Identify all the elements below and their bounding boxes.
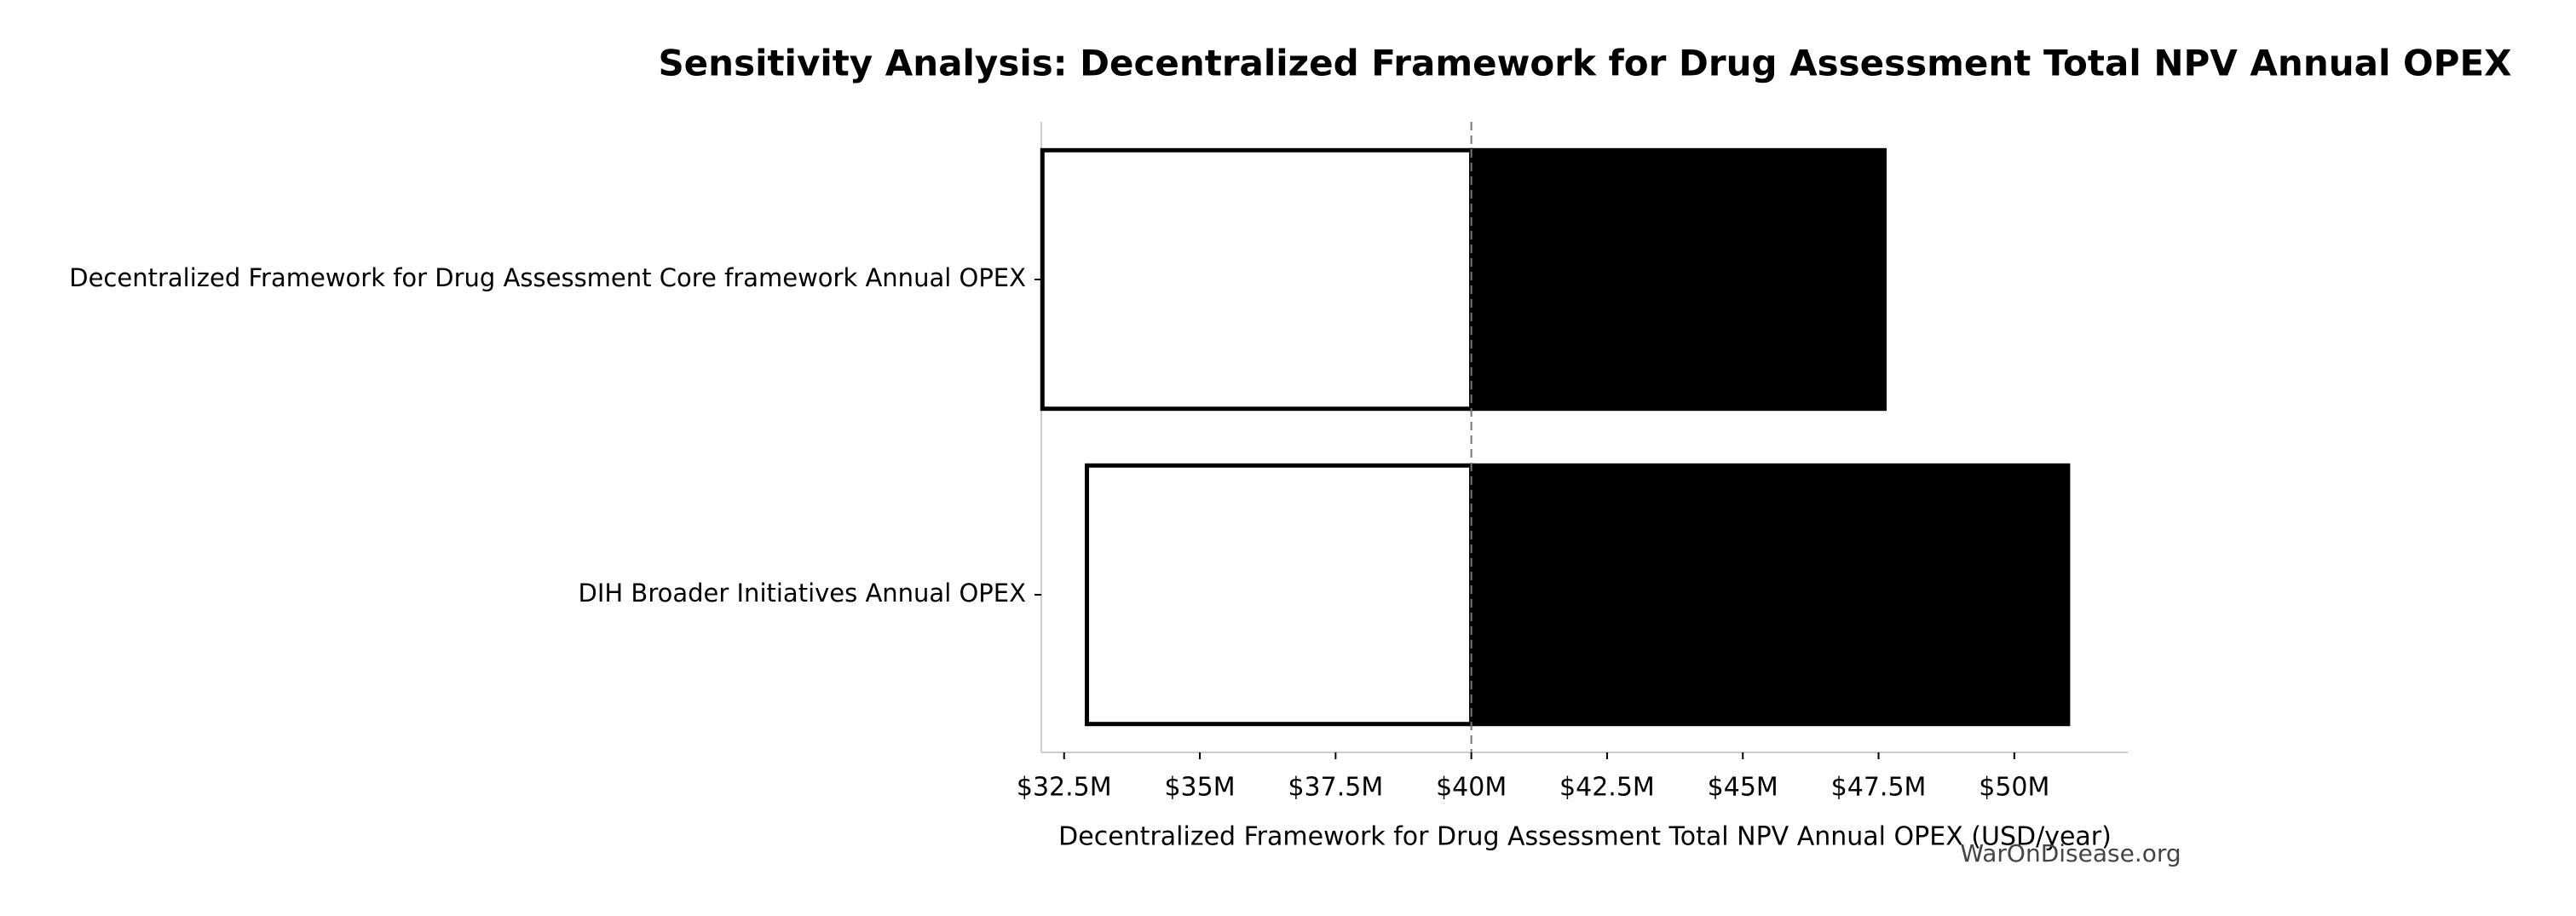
x-tick-label: $47.5M	[1831, 773, 1927, 803]
x-tick-label: $32.5M	[1017, 773, 1112, 803]
low-bar	[1085, 463, 1474, 727]
high-bar	[1469, 147, 1887, 412]
y-tick-label: DIH Broader Initiatives Annual OPEX	[579, 579, 1026, 608]
watermark: WarOnDisease.org	[1960, 839, 2181, 867]
x-axis-label: Decentralized Framework for Drug Assessm…	[1058, 822, 2112, 852]
high-bar	[1469, 463, 2071, 727]
chart-title: Sensitivity Analysis: Decentralized Fram…	[658, 43, 2511, 84]
x-tick-label: $35M	[1164, 773, 1235, 803]
y-tick-label: Decentralized Framework for Drug Assessm…	[69, 263, 1026, 292]
x-tick-label: $42.5M	[1559, 773, 1655, 803]
x-tick-label: $40M	[1436, 773, 1507, 803]
x-tick-label: $45M	[1708, 773, 1778, 803]
low-bar	[1040, 147, 1474, 412]
x-tick-label: $50M	[1979, 773, 2049, 803]
x-tick-label: $37.5M	[1288, 773, 1383, 803]
